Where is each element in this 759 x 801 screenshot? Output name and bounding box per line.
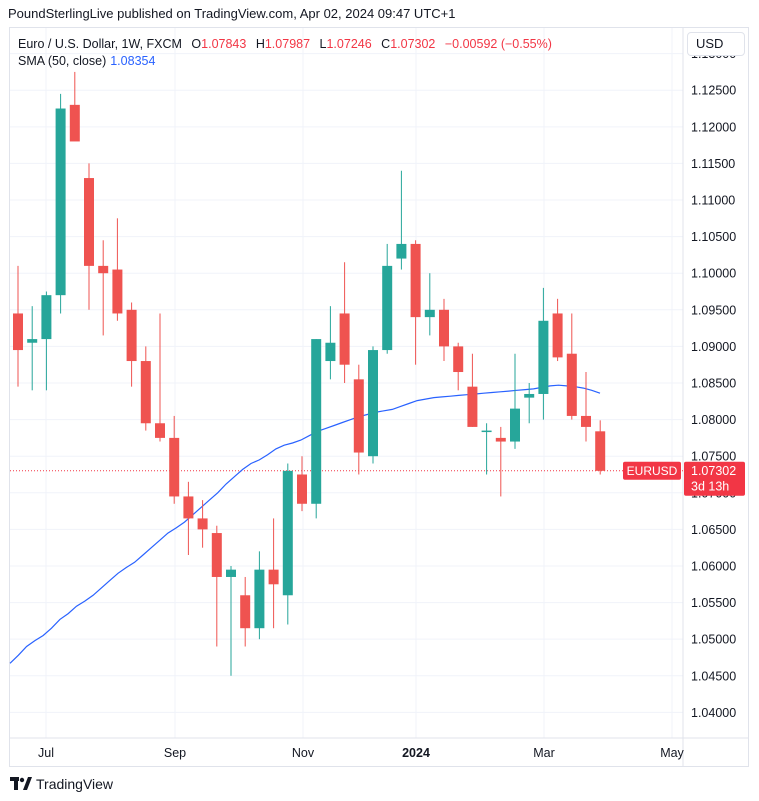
candle-body (155, 423, 165, 438)
x-axis: Jul Sep Nov 2024 Mar May (9, 737, 749, 760)
candle-body (538, 320, 549, 394)
candle-body (197, 518, 208, 530)
candle-body (126, 309, 137, 362)
candle-body (240, 595, 251, 629)
candle-body (581, 415, 591, 427)
candle-body (481, 430, 492, 433)
open-value: 1.07843 (201, 37, 247, 51)
last-price-value: 1.07302 (691, 464, 736, 478)
candle-body (140, 361, 151, 424)
high-value: 1.07987 (264, 37, 311, 51)
y-tick-label: 1.08000 (691, 413, 736, 427)
tradingview-logo-icon (10, 777, 32, 790)
x-tick-label: Sep (164, 746, 186, 760)
candle-body (69, 104, 80, 142)
candle-body (254, 569, 265, 629)
candle-body (453, 346, 464, 373)
candle-body (183, 496, 194, 519)
candle-body (439, 309, 449, 347)
y-tick-label: 1.11500 (691, 157, 735, 171)
y-axis: 1.130001.125001.120001.115001.110001.105… (682, 28, 736, 766)
x-tick-label: Jul (38, 746, 54, 760)
y-tick-label: 1.10500 (691, 230, 736, 244)
candle-body (282, 470, 293, 596)
price-tags: EURUSD 1.07302 3d 13h (623, 461, 745, 496)
candle-body (112, 269, 123, 314)
tradingview-logo-text: TradingView (36, 776, 114, 792)
y-tick-label: 1.07500 (691, 450, 736, 464)
y-tick-label: 1.09000 (691, 340, 736, 354)
candle-body (325, 342, 336, 362)
symbol-tag-label: EURUSD (627, 464, 678, 478)
candle-body (27, 339, 38, 343)
chart-frame (9, 27, 749, 767)
close-label: C (381, 37, 391, 51)
candle-body (339, 313, 350, 365)
candle-body (410, 243, 421, 318)
candle-body (552, 313, 563, 358)
candle-body (297, 474, 307, 504)
candle-body (495, 437, 506, 442)
candle-body (595, 431, 606, 471)
candle-body (55, 108, 66, 296)
y-tick-label: 1.10000 (691, 267, 736, 281)
y-tick-label: 1.12500 (691, 84, 736, 98)
currency-button[interactable]: USD (687, 32, 745, 56)
candle-body (169, 437, 180, 497)
candle-body (424, 309, 435, 318)
publisher-attribution: PoundSterlingLive published on TradingVi… (8, 6, 456, 21)
x-tick-label: Mar (533, 746, 555, 760)
bar-countdown: 3d 13h (691, 480, 729, 494)
last-price-tag-bg (684, 461, 745, 496)
symbol-tag-bg (623, 461, 681, 480)
candle-body (84, 178, 94, 266)
y-tick-label: 1.06500 (691, 523, 736, 537)
y-tick-label: 1.12000 (691, 120, 736, 134)
candle-body (566, 353, 577, 416)
chart-legend: Euro / U.S. Dollar, 1W, FXCM O1.07843 H1… (18, 36, 552, 70)
open-label: O (191, 37, 202, 51)
candle-body (510, 408, 520, 442)
change-value: −0.00592 (−0.55%) (444, 37, 552, 51)
ohlc-row: Euro / U.S. Dollar, 1W, FXCM O1.07843 H1… (18, 36, 552, 53)
y-tick-label: 1.05500 (691, 596, 736, 610)
candle-body (268, 569, 279, 585)
y-tick-label: 1.04500 (691, 669, 736, 683)
symbol-description: Euro / U.S. Dollar, 1W, FXCM (18, 37, 182, 51)
sma-label: SMA (50, close) (18, 54, 107, 68)
y-tick-label: 1.11000 (691, 194, 735, 208)
candle-body (311, 339, 322, 504)
candle-body (368, 350, 378, 457)
grid (10, 28, 683, 738)
x-tick-label: Nov (292, 746, 315, 760)
y-tick-label: 1.09500 (691, 303, 736, 317)
low-label: L (319, 37, 327, 51)
candle-body (41, 295, 52, 340)
x-tick-label: 2024 (402, 746, 430, 760)
candle-body (396, 243, 407, 259)
high-label: H (255, 37, 265, 51)
low-value: 1.07246 (326, 37, 372, 51)
candle-body (226, 569, 236, 577)
tradingview-footer[interactable]: TradingView (10, 776, 113, 792)
sma-line (9, 384, 601, 664)
y-tick-label: 1.08500 (691, 377, 736, 391)
candles (13, 71, 606, 676)
sma-row[interactable]: SMA (50, close) 1.08354 (18, 53, 552, 70)
candle-body (382, 265, 393, 351)
y-tick-label: 1.05000 (691, 633, 736, 647)
close-value: 1.07302 (390, 37, 436, 51)
x-tick-label: May (660, 746, 684, 760)
candle-body (467, 386, 478, 427)
candle-body (211, 533, 222, 577)
y-tick-label: 1.06000 (691, 559, 736, 573)
candle-body (13, 313, 23, 351)
y-tick-label: 1.04000 (691, 706, 736, 720)
candle-body (98, 265, 109, 274)
candle-body (524, 393, 535, 398)
candle-body (353, 379, 364, 453)
sma-value: 1.08354 (110, 54, 156, 68)
